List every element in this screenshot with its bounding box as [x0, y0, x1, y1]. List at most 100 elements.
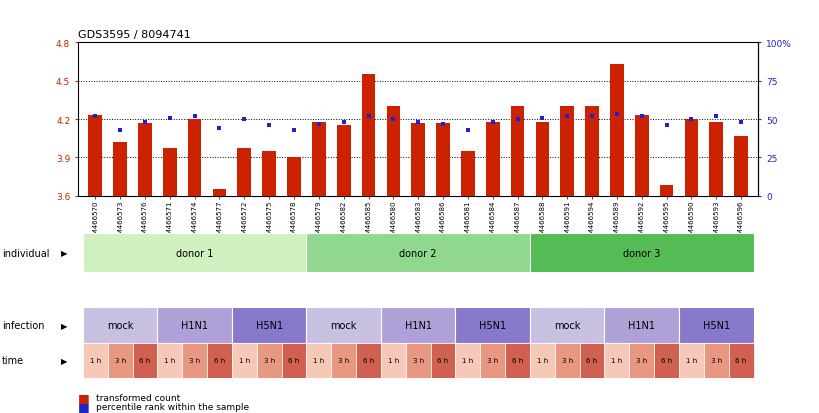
Bar [232, 343, 256, 378]
Bar [238, 149, 251, 196]
Bar [634, 116, 648, 196]
Bar [733, 136, 747, 196]
Bar [88, 116, 102, 196]
Text: H5N1: H5N1 [702, 320, 729, 330]
Bar [529, 233, 753, 273]
Bar [312, 122, 325, 196]
Bar [262, 152, 276, 196]
Point [361, 114, 374, 120]
Text: 1 h: 1 h [685, 357, 696, 363]
Text: mock: mock [330, 320, 356, 330]
Point [461, 127, 474, 134]
Bar [678, 308, 753, 343]
Point [684, 116, 697, 123]
Bar [460, 152, 474, 196]
Point [609, 112, 622, 119]
Bar [659, 186, 672, 196]
Point [188, 114, 201, 120]
Text: 3 h: 3 h [561, 357, 572, 363]
Text: mock: mock [554, 320, 580, 330]
Point [337, 119, 350, 126]
Text: H5N1: H5N1 [478, 320, 505, 330]
Text: 1 h: 1 h [462, 357, 473, 363]
Bar [133, 343, 157, 378]
Text: 3 h: 3 h [115, 357, 125, 363]
Point [659, 123, 672, 129]
Text: infection: infection [2, 320, 44, 330]
Text: donor 2: donor 2 [399, 248, 437, 258]
Bar [654, 343, 678, 378]
Bar [505, 343, 529, 378]
Text: 6 h: 6 h [214, 357, 225, 363]
Bar [306, 233, 529, 273]
Point [436, 121, 449, 128]
Text: 6 h: 6 h [288, 357, 299, 363]
Text: 6 h: 6 h [735, 357, 746, 363]
Bar [331, 343, 355, 378]
Point [635, 114, 648, 120]
Bar [337, 126, 350, 196]
Bar [306, 308, 381, 343]
Text: 6 h: 6 h [511, 357, 523, 363]
Text: individual: individual [2, 248, 49, 258]
Text: 6 h: 6 h [586, 357, 597, 363]
Bar [455, 308, 529, 343]
Text: 1 h: 1 h [89, 357, 101, 363]
Bar [107, 343, 133, 378]
Text: H1N1: H1N1 [405, 320, 431, 330]
Text: H1N1: H1N1 [627, 320, 654, 330]
Point [213, 126, 226, 132]
Bar [182, 343, 207, 378]
Point [535, 115, 548, 121]
Bar [281, 343, 306, 378]
Point [560, 114, 573, 120]
Bar [138, 123, 152, 196]
Point [113, 127, 126, 134]
Text: GDS3595 / 8094741: GDS3595 / 8094741 [78, 30, 190, 40]
Bar [728, 343, 753, 378]
Point [510, 116, 523, 123]
Text: 1 h: 1 h [313, 357, 324, 363]
Text: H1N1: H1N1 [181, 320, 208, 330]
Text: 3 h: 3 h [263, 357, 274, 363]
Bar [585, 107, 598, 196]
Bar [83, 233, 306, 273]
Bar [163, 149, 176, 196]
Text: 3 h: 3 h [189, 357, 200, 363]
Bar [678, 343, 703, 378]
Bar [703, 343, 728, 378]
Bar [604, 343, 628, 378]
Text: 6 h: 6 h [139, 357, 151, 363]
Bar [411, 123, 424, 196]
Text: 3 h: 3 h [710, 357, 721, 363]
Bar [535, 122, 549, 196]
Text: 3 h: 3 h [412, 357, 423, 363]
Bar [455, 343, 480, 378]
Text: mock: mock [106, 320, 133, 330]
Text: ▶: ▶ [61, 321, 67, 330]
Bar [381, 343, 405, 378]
Bar [113, 143, 127, 196]
Bar [381, 308, 455, 343]
Text: 3 h: 3 h [337, 357, 349, 363]
Text: ▶: ▶ [61, 356, 67, 365]
Point [262, 123, 275, 129]
Bar [212, 190, 226, 196]
Text: donor 1: donor 1 [176, 248, 213, 258]
Bar [486, 122, 499, 196]
Bar [480, 343, 505, 378]
Bar [529, 343, 554, 378]
Bar [306, 343, 331, 378]
Bar [510, 107, 523, 196]
Point [138, 119, 152, 126]
Text: 3 h: 3 h [636, 357, 646, 363]
Bar [405, 343, 430, 378]
Text: ■: ■ [78, 391, 89, 404]
Bar [579, 343, 604, 378]
Text: 1 h: 1 h [610, 357, 622, 363]
Bar [157, 343, 182, 378]
Bar [386, 107, 400, 196]
Bar [554, 343, 579, 378]
Text: time: time [2, 355, 24, 366]
Bar [355, 343, 381, 378]
